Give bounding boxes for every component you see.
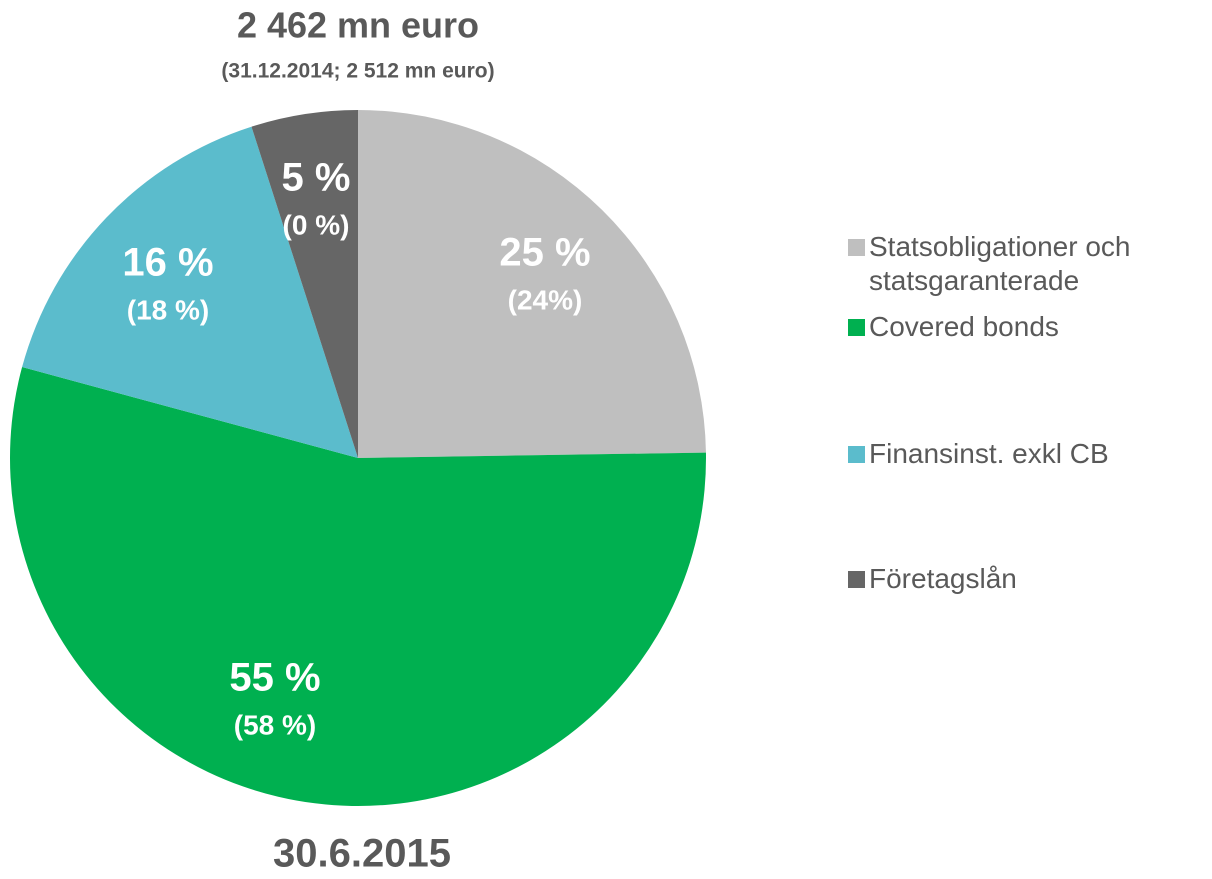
legend-item: Covered bonds (848, 310, 1205, 344)
chart-footer: 30.6.2015 (273, 832, 451, 876)
legend-swatch (848, 446, 865, 463)
legend-label: Företagslån (869, 563, 1017, 594)
slice-label: 5 % (282, 156, 351, 200)
legend-swatch (848, 319, 865, 336)
slice-label: 25 % (499, 231, 590, 275)
legend-swatch (848, 239, 865, 256)
legend-item: Finansinst. exkl CB (848, 437, 1205, 471)
chart-title: 2 462 mn euro (237, 5, 479, 46)
legend-item: Företagslån (848, 562, 1205, 596)
slice-prior-label: (18 %) (127, 294, 209, 325)
chart-subtitle: (31.12.2014; 2 512 mn euro) (221, 60, 494, 83)
pie-slice (9, 367, 706, 807)
pie-slice (22, 126, 358, 459)
slice-prior-label: (0 %) (283, 209, 350, 240)
legend-label: Covered bonds (869, 311, 1059, 342)
slice-label: 55 % (229, 656, 320, 700)
pie-slice (358, 110, 706, 458)
legend-swatch (848, 571, 865, 588)
pie-slice (251, 110, 358, 458)
legend-label: Finansinst. exkl CB (869, 438, 1109, 469)
slice-prior-label: (58 %) (234, 709, 316, 740)
slice-label: 16 % (122, 241, 213, 285)
slice-prior-label: (24%) (508, 284, 583, 315)
legend-label: Statsobligationer och statsgaranterade (869, 231, 1131, 296)
legend-item: Statsobligationer och statsgaranterade (848, 230, 1205, 298)
